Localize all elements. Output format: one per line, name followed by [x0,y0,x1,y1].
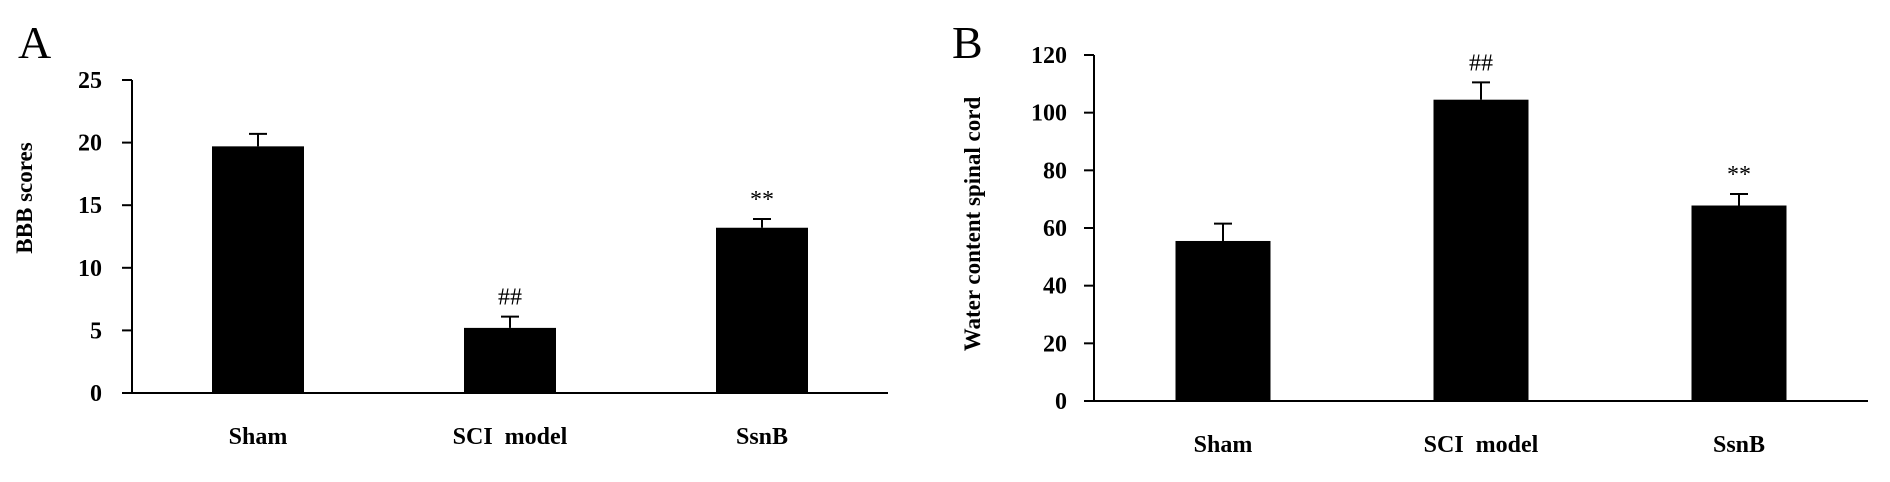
x-category-label: SsnB [736,424,788,450]
x-labels-a: Sham SCI model SsnB [229,424,788,450]
x-category-label: Sham [1194,432,1253,458]
y-tick-label: 20 [78,131,102,157]
panel-label-b: B [952,17,983,68]
x-category-label: Sham [229,424,288,450]
chart-panel-a: A BBB scores 0 5 10 15 20 25 ## ** Sham SCI mod… [12,17,888,450]
significance-annotation: ** [750,187,774,213]
significance-annotation: ## [1469,50,1493,76]
significance-annotation: ## [498,285,522,311]
y-axis-label-b: Water content spinal cord [960,97,985,352]
x-category-label: SCI model [1424,432,1539,458]
bars-b: ## ** [1175,50,1787,402]
bar [464,327,556,393]
chart-panel-b: B Water content spinal cord 0 20 40 60 80 100… [952,17,1868,458]
significance-annotation: ** [1727,162,1751,188]
y-tick-label: 25 [78,68,102,94]
y-tick-label: 100 [1031,101,1067,127]
y-tick-label: 0 [1055,389,1067,415]
bar [212,146,304,393]
y-tick-label: 120 [1031,43,1067,69]
bar [716,227,808,393]
x-category-label: SsnB [1713,432,1765,458]
y-tick-label: 80 [1043,158,1067,184]
y-tick-label: 40 [1043,274,1067,300]
bars-a: ## ** [212,132,808,393]
y-tick-label: 10 [78,256,102,282]
y-tick-label: 5 [90,318,102,344]
bar [1175,240,1271,401]
y-tick-label: 20 [1043,331,1067,357]
y-tick-label: 15 [78,193,102,219]
y-tick-label: 60 [1043,216,1067,242]
panel-label-a: A [18,17,51,68]
y-ticks-b: 0 20 40 60 80 100 120 [1031,43,1094,415]
y-ticks-a: 0 5 10 15 20 25 [78,68,132,407]
y-tick-label: 0 [90,381,102,407]
bar [1691,205,1787,401]
x-category-label: SCI model [453,424,568,450]
x-labels-b: Sham SCI model SsnB [1194,432,1765,458]
y-axis-label-a: BBB scores [12,142,37,253]
bar [1433,99,1529,402]
